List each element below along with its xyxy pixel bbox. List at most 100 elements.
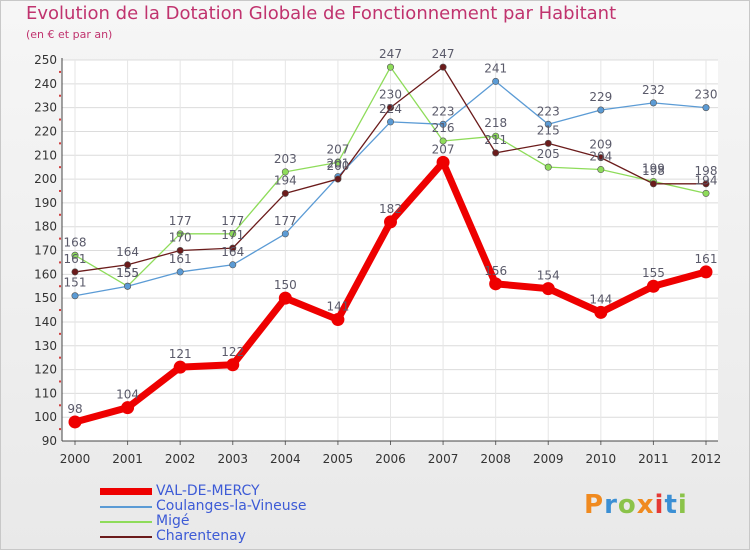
data-point-val-de-mercy	[173, 360, 187, 374]
y-tick-label: 250	[34, 53, 57, 67]
series-layer	[68, 63, 713, 429]
data-point-charentenay	[597, 154, 605, 162]
data-label-coulanges-la-vineuse: 241	[484, 61, 507, 75]
y-tick-label: 180	[34, 220, 57, 234]
legend-swatch-charentenay	[100, 536, 152, 538]
data-point-mig	[229, 230, 237, 238]
data-label-mig: 177	[169, 214, 192, 228]
data-label-val-de-mercy: 141	[326, 300, 349, 314]
y-tick-label: 200	[34, 172, 57, 186]
y-tick-label: 160	[34, 267, 57, 281]
y-minor-tick	[59, 428, 61, 431]
logo-letter: r	[604, 490, 618, 520]
data-label-charentenay: 198	[642, 164, 665, 178]
y-tick-label: 230	[34, 101, 57, 115]
data-label-mig: 218	[484, 116, 507, 130]
data-label-val-de-mercy: 154	[537, 269, 560, 283]
data-point-val-de-mercy	[121, 401, 135, 415]
data-label-val-de-mercy: 155	[642, 266, 665, 280]
data-point-mig	[597, 166, 605, 174]
x-tick-label: 2003	[217, 452, 248, 466]
logo-letter: x	[636, 490, 655, 520]
y-minor-tick	[59, 94, 61, 97]
data-point-mig	[386, 63, 394, 71]
data-label-mig: 155	[116, 266, 139, 280]
y-tick-label: 90	[42, 434, 57, 448]
data-point-val-de-mercy	[384, 215, 397, 229]
data-point-val-de-mercy	[278, 291, 292, 305]
y-minor-tick	[59, 356, 61, 359]
y-minor-tick	[59, 380, 61, 383]
logo-letter: P	[584, 490, 605, 520]
data-label-val-de-mercy: 144	[589, 292, 612, 306]
data-point-val-de-mercy	[594, 305, 608, 319]
data-label-val-de-mercy: 121	[169, 347, 192, 361]
chart-subtitle: (en € et par an)	[26, 28, 113, 41]
logo-letter: i	[677, 490, 688, 520]
y-minor-tick	[59, 285, 61, 288]
data-label-val-de-mercy: 104	[116, 388, 139, 402]
y-tick-label: 100	[34, 410, 57, 424]
data-label-val-de-mercy: 207	[432, 142, 455, 156]
data-point-coulanges-la-vineuse	[386, 118, 394, 126]
data-point-mig	[176, 230, 184, 238]
axis-layer: 90 100 110 120 130 140 150 160 170 180 190 200 210 22…	[34, 53, 721, 466]
y-minor-tick	[59, 332, 61, 335]
data-point-mig	[334, 158, 342, 166]
data-label-charentenay: 161	[64, 252, 87, 266]
y-tick-label: 240	[34, 77, 57, 91]
y-tick-label: 130	[34, 339, 57, 353]
data-point-charentenay	[386, 104, 394, 112]
y-minor-tick	[59, 213, 61, 216]
legend-label-coulanges-la-vineuse: Coulanges-la-Vineuse	[156, 498, 307, 514]
data-point-charentenay	[492, 149, 500, 157]
data-label-mig: 194	[695, 173, 718, 187]
data-point-val-de-mercy	[331, 313, 345, 327]
data-point-charentenay	[281, 189, 289, 197]
data-label-mig: 177	[221, 214, 244, 228]
data-point-charentenay	[439, 63, 447, 71]
data-label-mig: 205	[537, 147, 560, 161]
legend-swatch-mige	[100, 521, 152, 523]
data-point-mig	[492, 132, 500, 140]
data-label-mig: 168	[64, 235, 87, 249]
data-label-charentenay: 247	[432, 47, 455, 61]
y-tick-label: 140	[34, 315, 57, 329]
proxiti-logo: Proxiti	[584, 490, 688, 520]
data-point-charentenay	[176, 247, 184, 255]
logo-letter: i	[654, 490, 665, 520]
data-point-mig	[281, 168, 289, 176]
y-tick-label: 150	[34, 291, 57, 305]
data-point-val-de-mercy	[68, 415, 82, 429]
data-label-val-de-mercy: 150	[274, 278, 297, 292]
legend-label-mige: Migé	[156, 513, 190, 529]
data-point-charentenay	[334, 175, 342, 183]
data-label-coulanges-la-vineuse: 224	[379, 102, 402, 116]
data-point-coulanges-la-vineuse	[281, 230, 289, 238]
data-point-mig	[71, 251, 79, 259]
x-tick-label: 2000	[60, 452, 91, 466]
data-label-coulanges-la-vineuse: 151	[64, 276, 87, 290]
data-label-charentenay: 198	[695, 164, 718, 178]
data-point-charentenay	[544, 139, 552, 147]
legend-label-val-de-mercy: VAL-DE-MERCY	[156, 483, 260, 499]
data-point-charentenay	[649, 180, 657, 188]
data-point-coulanges-la-vineuse	[439, 120, 447, 128]
legend-label-charentenay: Charentenay	[156, 528, 247, 544]
x-tick-label: 2008	[480, 452, 511, 466]
data-label-coulanges-la-vineuse: 229	[589, 90, 612, 104]
data-label-charentenay: 211	[484, 133, 507, 147]
x-tick-label: 2005	[323, 452, 354, 466]
x-tick-label: 2009	[533, 452, 564, 466]
y-tick-label: 220	[34, 124, 57, 138]
data-label-charentenay: 171	[221, 228, 244, 242]
logo-letter: o	[617, 490, 637, 520]
x-tick-label: 2001	[112, 452, 143, 466]
data-point-coulanges-la-vineuse	[702, 104, 710, 112]
data-label-coulanges-la-vineuse: 155	[116, 266, 139, 280]
x-tick-label: 2007	[428, 452, 459, 466]
data-point-coulanges-la-vineuse	[176, 268, 184, 276]
y-minor-tick	[59, 189, 61, 192]
y-minor-tick	[59, 166, 61, 169]
